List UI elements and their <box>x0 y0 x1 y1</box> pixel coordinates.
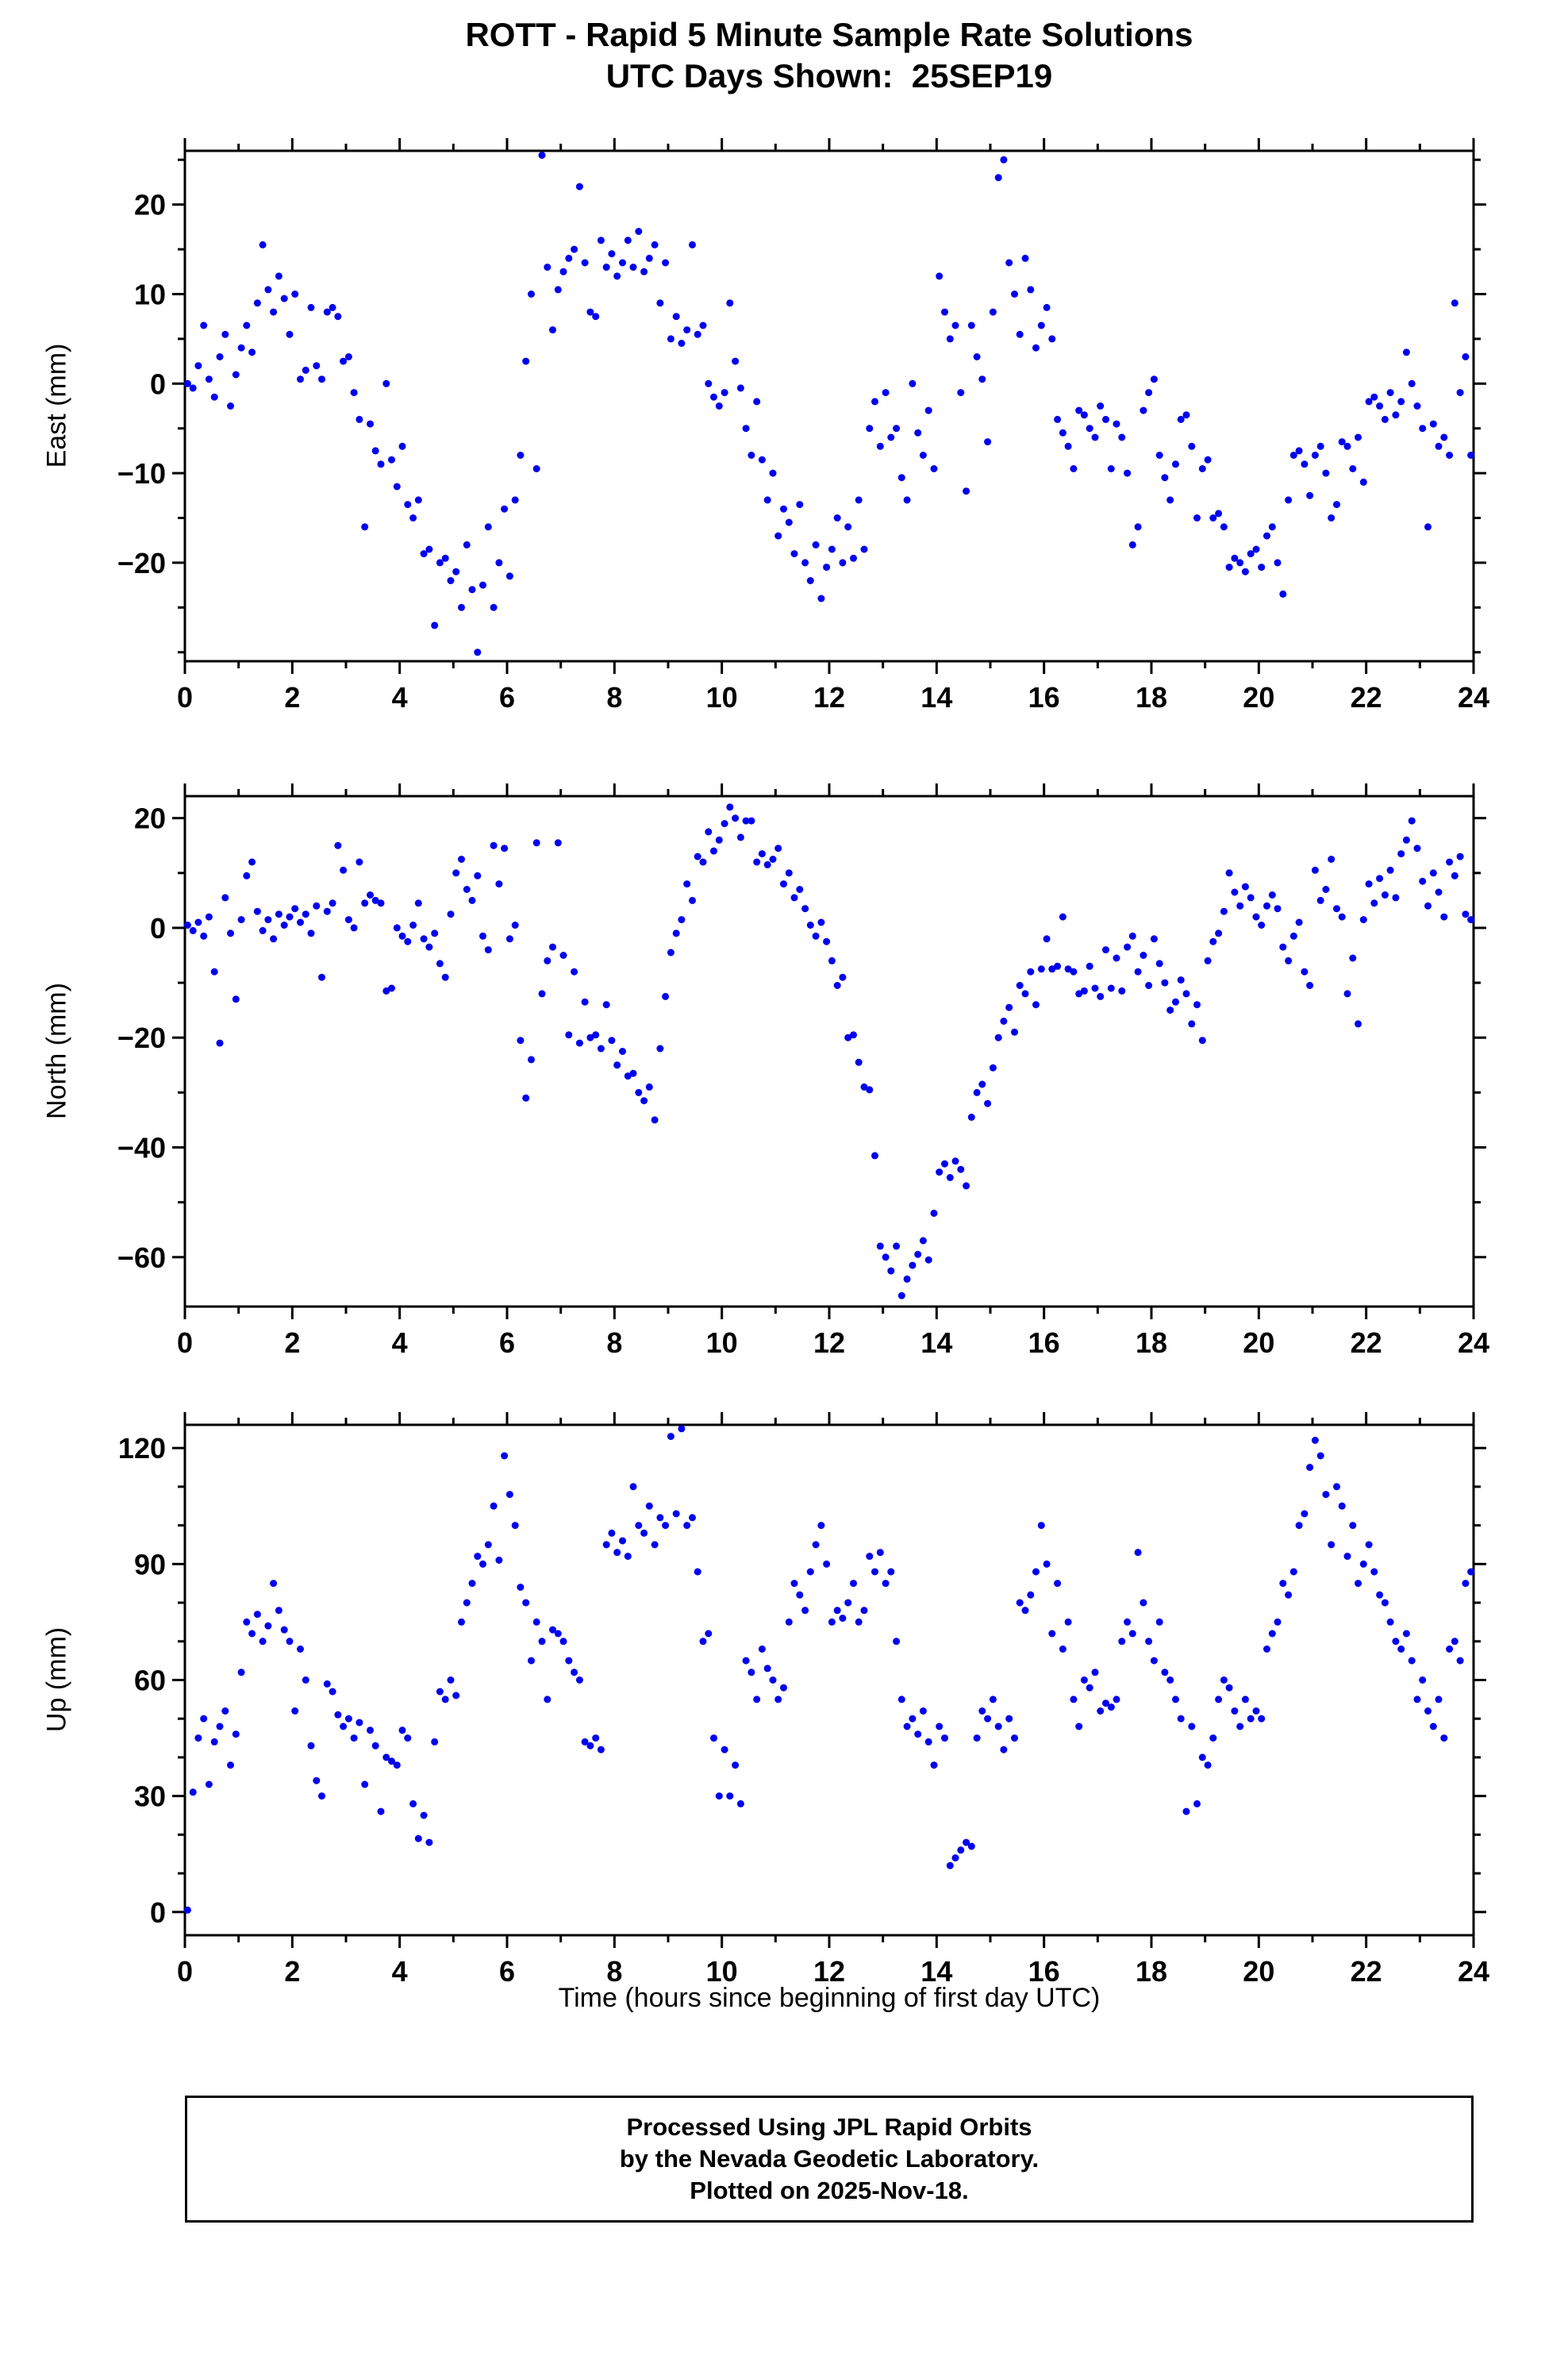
up-x-tick-label: 14 <box>920 1955 952 1988</box>
north-y-tick-label: −40 <box>117 1131 166 1164</box>
east-y-tick-label: 20 <box>134 189 166 221</box>
east-major-ticks <box>172 138 1486 674</box>
up-x-tick-label: 0 <box>177 1955 193 1988</box>
up-x-tick-label: 22 <box>1351 1955 1382 1988</box>
north-x-tick-label: 2 <box>284 1326 300 1359</box>
up-x-tick-label: 24 <box>1458 1955 1489 1988</box>
footer-line-3: Plotted on 2025-Nov-18. <box>690 2177 969 2204</box>
east-x-tick-label: 12 <box>813 681 845 714</box>
north-x-tick-label: 10 <box>706 1326 738 1359</box>
x-axis-label: Time (hours since beginning of first day… <box>558 1983 1101 2013</box>
north-x-tick-label: 24 <box>1458 1326 1489 1359</box>
north-x-tick-label: 0 <box>177 1326 193 1359</box>
east-x-tick-label: 16 <box>1028 681 1060 714</box>
up-x-tick-label: 18 <box>1136 1955 1167 1988</box>
north-x-tick-label: 6 <box>499 1326 515 1359</box>
east-scatter-points <box>183 152 1475 656</box>
north-x-tick-label: 14 <box>920 1326 952 1359</box>
footer-line-2: by the Nevada Geodetic Laboratory. <box>619 2145 1040 2173</box>
north-x-tick-label: 20 <box>1243 1326 1274 1359</box>
east-x-tick-label: 4 <box>392 681 408 714</box>
north-major-ticks <box>172 783 1486 1319</box>
north-scatter-points <box>183 803 1475 1299</box>
north-y-tick-label: −20 <box>117 1022 166 1054</box>
north-minor-ticks <box>178 789 1481 1314</box>
east-x-tick-label: 22 <box>1351 681 1382 714</box>
up-y-tick-label: 30 <box>134 1780 166 1813</box>
up-major-ticks <box>172 1412 1486 1948</box>
north-x-tick-label: 8 <box>606 1326 622 1359</box>
east-y-tick-label: 10 <box>134 278 166 310</box>
up-frame <box>183 1423 1475 1937</box>
east-y-tick-label: −20 <box>117 547 166 579</box>
east-x-tick-label: 24 <box>1458 681 1489 714</box>
east-minor-ticks <box>178 144 1481 668</box>
up-x-tick-label: 20 <box>1243 1955 1274 1988</box>
up-y-tick-label: 120 <box>118 1432 166 1465</box>
east-x-tick-label: 8 <box>606 681 622 714</box>
north-x-tick-label: 22 <box>1351 1326 1382 1359</box>
east-y-tick-label: 0 <box>150 368 166 400</box>
north-y-tick-label: 0 <box>150 912 166 945</box>
up-x-tick-label: 2 <box>284 1955 300 1988</box>
north-x-tick-label: 12 <box>813 1326 845 1359</box>
east-x-tick-label: 14 <box>920 681 952 714</box>
up-x-tick-label: 16 <box>1028 1955 1060 1988</box>
page-subtitle: UTC Days Shown: 25SEP19 <box>605 57 1053 94</box>
page-title: ROTT - Rapid 5 Minute Sample Rate Soluti… <box>465 16 1193 53</box>
up-y-tick-label: 90 <box>134 1548 166 1580</box>
up-minor-ticks <box>178 1418 1481 1942</box>
up-y-tick-label: 60 <box>134 1665 166 1697</box>
east-x-tick-label: 20 <box>1243 681 1274 714</box>
up-y-tick-label: 0 <box>150 1896 166 1929</box>
east-frame <box>183 149 1475 663</box>
footer-line-1: Processed Using JPL Rapid Orbits <box>626 2113 1032 2141</box>
up-scatter-points <box>183 1425 1475 1914</box>
north-x-tick-label: 4 <box>392 1326 408 1359</box>
north-x-tick-label: 18 <box>1136 1326 1167 1359</box>
east-x-tick-label: 10 <box>706 681 738 714</box>
footer-box: Processed Using JPL Rapid Orbits by the … <box>185 2096 1474 2223</box>
up-x-tick-label: 12 <box>813 1955 845 1988</box>
up-x-tick-label: 8 <box>606 1955 622 1988</box>
north-x-tick-label: 16 <box>1028 1326 1060 1359</box>
east-x-tick-label: 6 <box>499 681 515 714</box>
up-x-tick-label: 4 <box>392 1955 408 1988</box>
east-y-tick-label: −10 <box>117 457 166 490</box>
up-x-tick-label: 6 <box>499 1955 515 1988</box>
east-x-tick-label: 18 <box>1136 681 1167 714</box>
east-x-tick-label: 0 <box>177 681 193 714</box>
north-y-tick-label: 20 <box>134 803 166 835</box>
up-x-tick-label: 10 <box>706 1955 738 1988</box>
north-frame <box>183 795 1475 1308</box>
north-y-tick-label: −60 <box>117 1241 166 1274</box>
east-x-tick-label: 2 <box>284 681 300 714</box>
